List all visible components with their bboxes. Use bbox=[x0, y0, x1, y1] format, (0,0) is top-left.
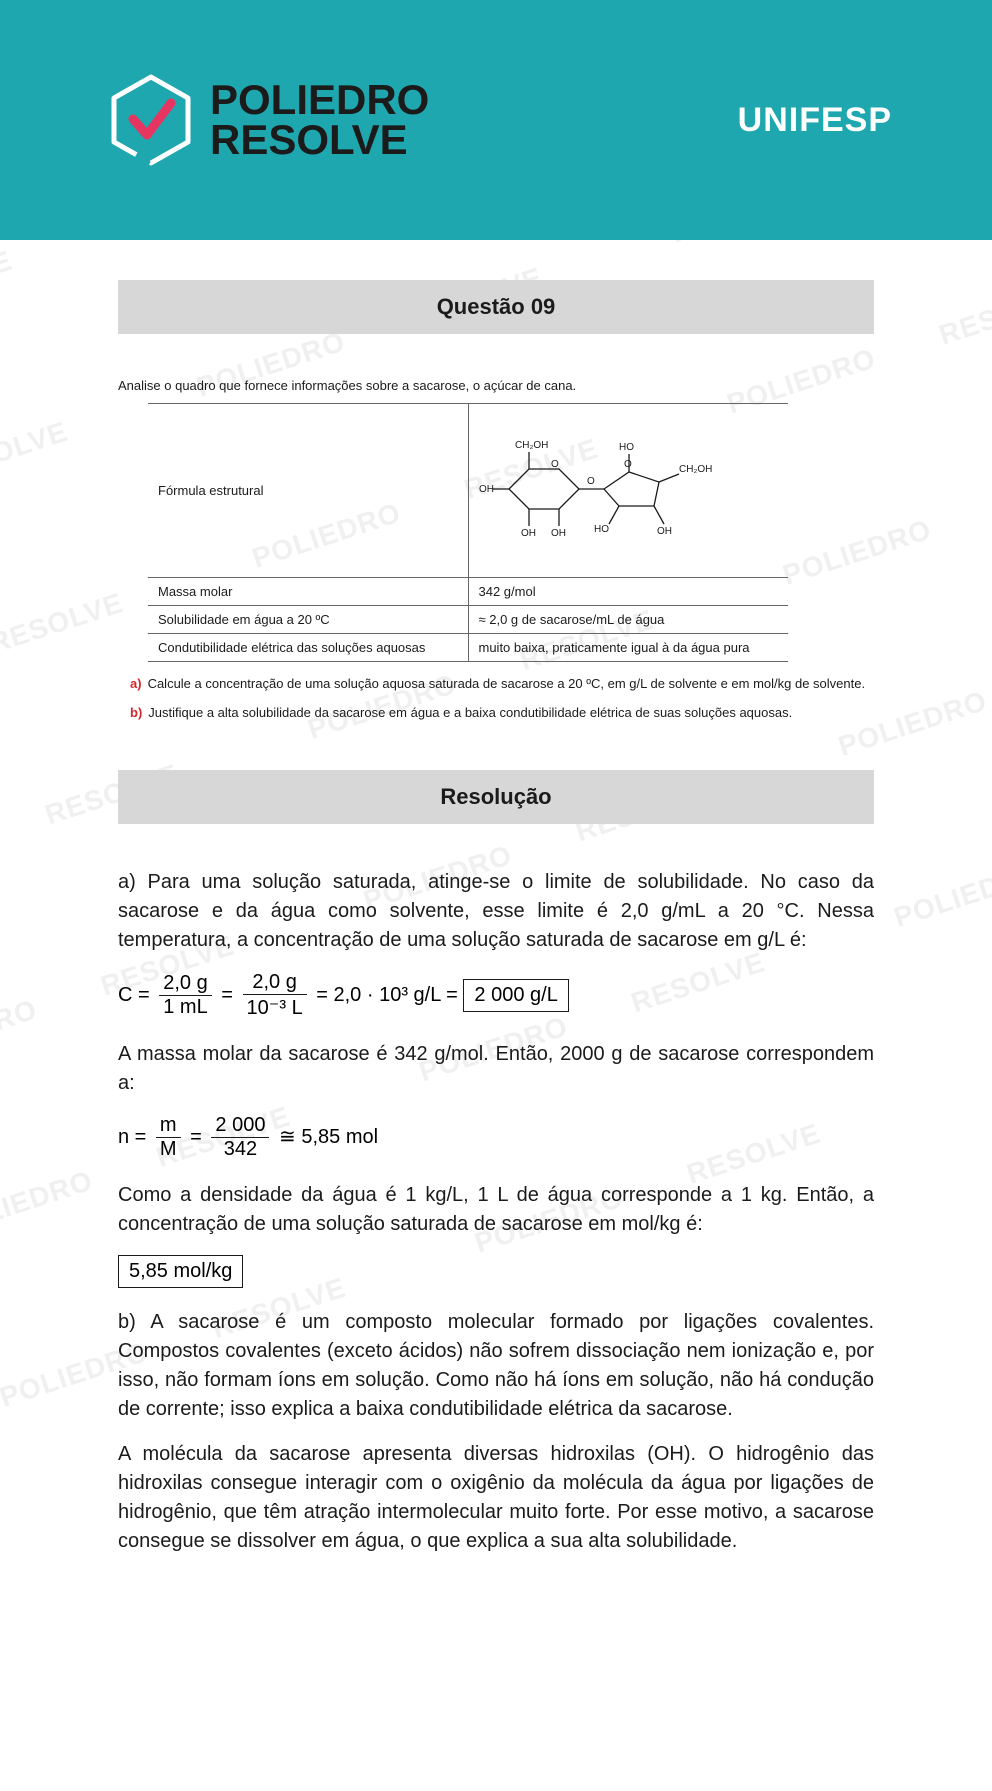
boxed-result: 2 000 g/L bbox=[463, 979, 568, 1012]
fraction: 2,0 g 1 mL bbox=[159, 972, 211, 1019]
item-text: Justifique a alta solubilidade da sacaro… bbox=[148, 705, 792, 720]
equals: = bbox=[221, 984, 233, 1006]
table-value: muito baixa, praticamente igual à da águ… bbox=[468, 634, 788, 662]
equals: = bbox=[190, 1126, 202, 1148]
svg-text:OH: OH bbox=[657, 526, 672, 537]
solution-block: a) Para uma solução saturada, atinge-se … bbox=[118, 868, 874, 1556]
table-value: 342 g/mol bbox=[468, 578, 788, 606]
svg-text:O: O bbox=[587, 476, 595, 487]
table-value: ≈ 2,0 g de sacarose/mL de água bbox=[468, 606, 788, 634]
solution-para: Como a densidade da água é 1 kg/L, 1 L d… bbox=[118, 1181, 874, 1239]
svg-text:OH: OH bbox=[521, 528, 536, 539]
formula-lhs: C = bbox=[118, 984, 150, 1006]
table-label: Fórmula estrutural bbox=[148, 404, 468, 578]
solution-para: A massa molar da sacarose é 342 g/mol. E… bbox=[118, 1040, 874, 1098]
boxed-result: 5,85 mol/kg bbox=[118, 1255, 243, 1288]
denominator: 342 bbox=[211, 1138, 269, 1161]
item-letter: a) bbox=[130, 676, 142, 691]
boxed-result-2: 5,85 mol/kg bbox=[118, 1255, 874, 1288]
brand-text: POLIEDRO RESOLVE bbox=[210, 80, 429, 160]
solution-para: b) A sacarose é um composto molecular fo… bbox=[118, 1308, 874, 1424]
fraction: 2,0 g 10⁻³ L bbox=[243, 971, 307, 1020]
solution-para: A molécula da sacarose apresenta diversa… bbox=[118, 1440, 874, 1556]
denominator: 1 mL bbox=[159, 996, 211, 1019]
question-block: Analise o quadro que fornece informações… bbox=[118, 378, 874, 720]
content-area: Questão 09 Analise o quadro que fornece … bbox=[0, 240, 992, 1652]
table-row: Solubilidade em água a 20 ºC ≈ 2,0 g de … bbox=[148, 606, 788, 634]
question-band: Questão 09 bbox=[118, 280, 874, 334]
table-row: Massa molar 342 g/mol bbox=[148, 578, 788, 606]
svg-text:CH₂OH: CH₂OH bbox=[679, 464, 712, 475]
table-label: Solubilidade em água a 20 ºC bbox=[148, 606, 468, 634]
item-letter: b) bbox=[130, 705, 142, 720]
formula-lhs: n = bbox=[118, 1126, 146, 1148]
table-row: Fórmula estrutural bbox=[148, 404, 788, 578]
hexagon-check-icon bbox=[110, 73, 192, 167]
sucrose-structure-icon: CH₂OH O OH OH OH O O HO OH CH₂OH HO bbox=[479, 434, 739, 544]
table-row: Condutibilidade elétrica das soluções aq… bbox=[148, 634, 788, 662]
numerator: 2 000 bbox=[211, 1114, 269, 1138]
equals-result: = 2,0 · 10³ g/L = bbox=[316, 984, 458, 1006]
table-value-molecule: CH₂OH O OH OH OH O O HO OH CH₂OH HO bbox=[468, 404, 788, 578]
brand-line-2: RESOLVE bbox=[210, 120, 429, 160]
equals-result: ≅ 5,85 mol bbox=[279, 1126, 378, 1148]
numerator: 2,0 g bbox=[243, 971, 307, 995]
solution-para: a) Para uma solução saturada, atinge-se … bbox=[118, 868, 874, 955]
svg-text:HO: HO bbox=[594, 524, 609, 535]
numerator: 2,0 g bbox=[159, 972, 211, 996]
question-item-a: a) Calcule a concentração de uma solução … bbox=[118, 676, 874, 691]
solution-band: Resolução bbox=[118, 770, 874, 824]
svg-text:O: O bbox=[551, 459, 559, 470]
question-item-b: b) Justifique a alta solubilidade da saca… bbox=[118, 705, 874, 720]
formula-1: C = 2,0 g 1 mL = 2,0 g 10⁻³ L = 2,0 · 10… bbox=[118, 971, 874, 1020]
table-label: Massa molar bbox=[148, 578, 468, 606]
brand-line-1: POLIEDRO bbox=[210, 80, 429, 120]
svg-text:OH: OH bbox=[479, 484, 494, 495]
fraction: 2 000 342 bbox=[211, 1114, 269, 1161]
svg-text:O: O bbox=[624, 459, 632, 470]
info-table: Fórmula estrutural bbox=[148, 403, 788, 662]
brand-block: POLIEDRO RESOLVE bbox=[110, 73, 429, 167]
table-label: Condutibilidade elétrica das soluções aq… bbox=[148, 634, 468, 662]
svg-text:OH: OH bbox=[551, 528, 566, 539]
svg-text:CH₂OH: CH₂OH bbox=[515, 440, 548, 451]
question-intro: Analise o quadro que fornece informações… bbox=[118, 378, 874, 393]
numerator: m bbox=[156, 1114, 181, 1138]
formula-2: n = m M = 2 000 342 ≅ 5,85 mol bbox=[118, 1114, 874, 1161]
page-header: POLIEDRO RESOLVE UNIFESP bbox=[0, 0, 992, 240]
denominator: M bbox=[156, 1138, 181, 1161]
fraction: m M bbox=[156, 1114, 181, 1161]
university-name: UNIFESP bbox=[738, 101, 892, 140]
denominator: 10⁻³ L bbox=[243, 995, 307, 1020]
item-text: Calcule a concentração de uma solução aq… bbox=[148, 676, 866, 691]
svg-text:HO: HO bbox=[619, 442, 634, 453]
